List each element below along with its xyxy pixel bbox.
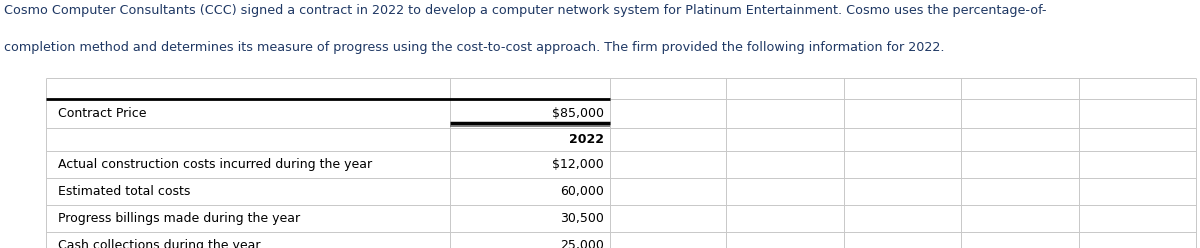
Text: $85,000: $85,000	[552, 107, 604, 120]
Text: 2022: 2022	[569, 133, 604, 146]
Text: Cosmo Computer Consultants (CCC) signed a contract in 2022 to develop a computer: Cosmo Computer Consultants (CCC) signed …	[4, 4, 1046, 17]
Text: Cash collections during the year: Cash collections during the year	[58, 239, 260, 248]
Text: Estimated total costs: Estimated total costs	[58, 185, 190, 198]
Text: $12,000: $12,000	[552, 158, 604, 171]
Text: Contract Price: Contract Price	[58, 107, 146, 120]
Text: 25,000: 25,000	[559, 239, 604, 248]
Text: 30,500: 30,500	[559, 212, 604, 225]
Text: completion method and determines its measure of progress using the cost-to-cost : completion method and determines its mea…	[4, 41, 944, 54]
Text: Progress billings made during the year: Progress billings made during the year	[58, 212, 300, 225]
Text: 60,000: 60,000	[559, 185, 604, 198]
Text: Actual construction costs incurred during the year: Actual construction costs incurred durin…	[58, 158, 372, 171]
